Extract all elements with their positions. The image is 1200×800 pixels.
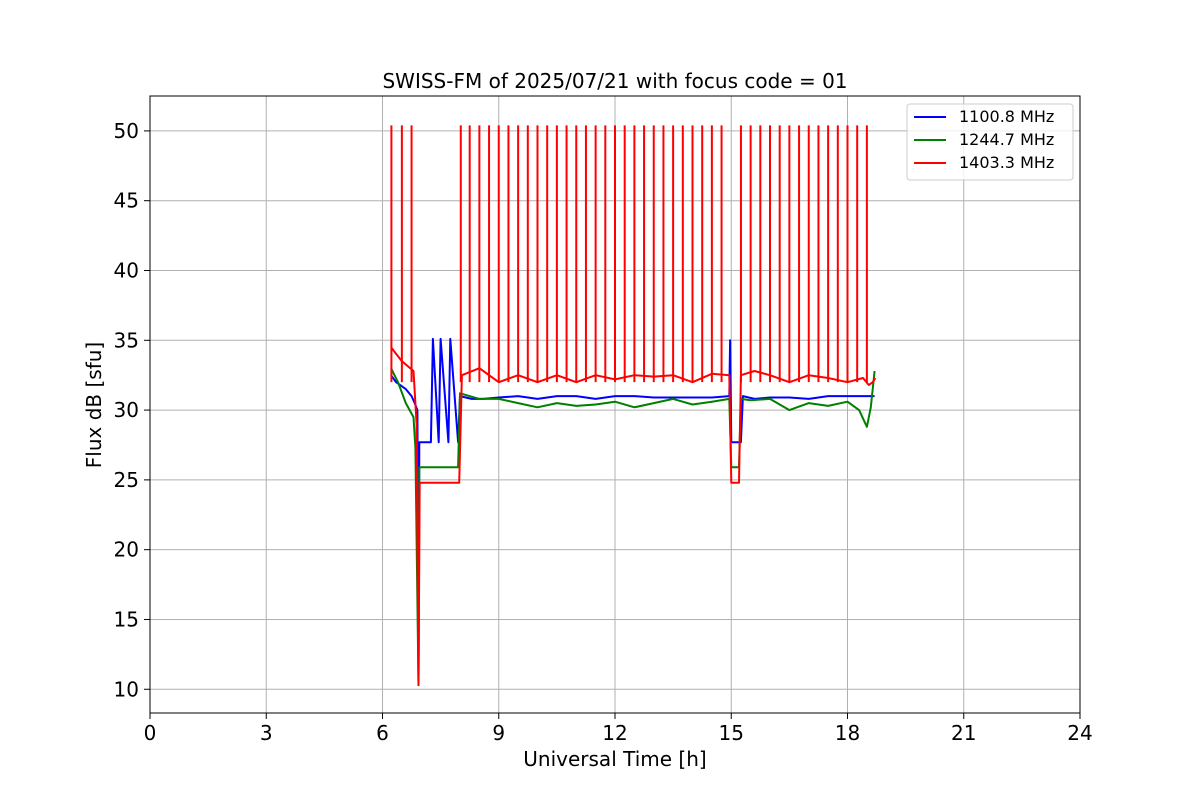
series-layer [390,125,877,687]
y-tick-label: 30 [114,398,139,422]
y-tick-label: 25 [114,468,139,492]
legend-box [906,103,1074,181]
x-tick-label: 15 [719,721,744,745]
x-tick-label: 12 [602,721,627,745]
x-tick-label: 3 [260,721,273,745]
series-line-1100-8 [390,337,875,687]
y-axis-ticks: 10 15 20 25 30 35 40 45 50 [114,119,150,701]
y-tick-label: 45 [114,189,139,213]
y-tick-label: 15 [114,607,139,631]
y-tick-label: 35 [114,328,139,352]
y-tick-label: 40 [114,258,139,282]
y-axis-label: Flux dB [sfu] [82,342,106,468]
y-tick-label: 10 [114,677,139,701]
chart-title: SWISS-FM of 2025/07/21 with focus code =… [382,69,847,93]
legend-label-1403-3: 1403.3 MHz [959,153,1054,172]
x-tick-label: 9 [492,721,505,745]
x-tick-label: 21 [951,721,976,745]
x-tick-label: 24 [1067,721,1092,745]
x-axis-ticks: 0 3 6 9 12 15 18 21 24 [144,713,1093,745]
legend-label-1100-8: 1100.8 MHz [959,107,1054,126]
series-line-1244-7 [390,367,876,687]
x-tick-label: 6 [376,721,389,745]
y-tick-label: 50 [114,119,139,143]
x-tick-label: 18 [835,721,860,745]
legend-label-1244-7: 1244.7 MHz [959,130,1054,149]
legend: 1100.8 MHz 1244.7 MHz 1403.3 MHz [906,103,1074,181]
x-axis-label: Universal Time [h] [523,747,706,771]
y-tick-label: 20 [114,538,139,562]
x-tick-label: 0 [144,721,157,745]
